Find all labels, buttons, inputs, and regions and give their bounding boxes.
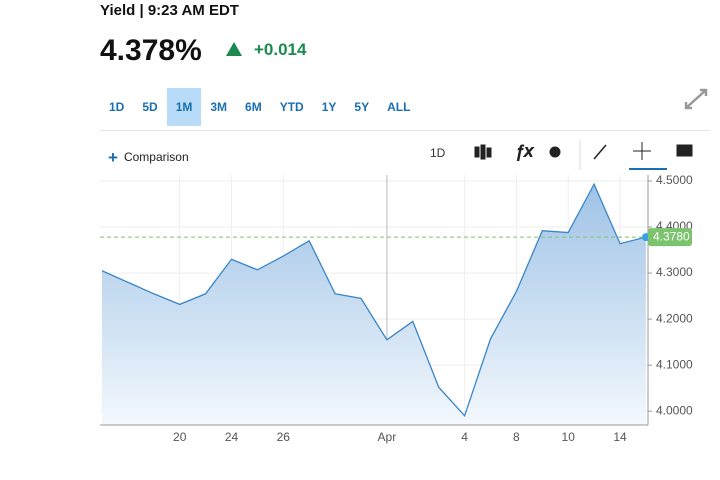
range-button[interactable]: YTD (279, 100, 304, 114)
title: Yield | 9:23 AM EDT (100, 2, 239, 19)
x-tick-label: 20 (173, 430, 187, 444)
y-tick-label: 4.1000 (656, 357, 693, 371)
x-tick-label: 4 (461, 430, 468, 444)
area (102, 184, 646, 425)
y-tick-label: 4.0000 (656, 403, 693, 417)
range-button[interactable]: 1M (166, 88, 202, 126)
interval-button[interactable]: 1D (430, 146, 446, 160)
comment-icon[interactable] (676, 144, 693, 157)
x-tick-label: 14 (613, 430, 627, 444)
comparison-text: Comparison (123, 150, 189, 164)
line (101, 182, 647, 418)
change-text: +0.014 (254, 40, 307, 59)
change: +0.014 (228, 40, 306, 60)
y-tick-label: 4.2000 (656, 311, 693, 325)
range-button[interactable]: 5D (142, 100, 158, 114)
range-button[interactable]: 3M (210, 100, 228, 114)
separator (100, 130, 710, 131)
settings-icon[interactable] (549, 146, 561, 158)
expand-icon[interactable] (684, 88, 708, 110)
range-button[interactable]: 5Y (354, 100, 370, 114)
range-button[interactable]: ALL (387, 100, 411, 114)
draw-icon[interactable] (593, 144, 607, 160)
fx-icon[interactable]: ƒx (515, 141, 534, 161)
up-arrow (226, 42, 242, 56)
range-button[interactable]: 1D (109, 100, 125, 114)
comparison-button[interactable]: + Comparison (108, 148, 189, 167)
candle-icon[interactable] (474, 146, 480, 158)
current-tag (648, 228, 692, 247)
range-button[interactable]: 6M (245, 100, 262, 114)
x-tick-label: 26 (277, 430, 291, 444)
x-tick-label: 10 (562, 430, 576, 444)
range-bar: 1D 5D 1M 3M 6M YTD 1Y 5Y ALL (100, 88, 419, 126)
range-button[interactable]: 1Y (321, 100, 337, 114)
x-tick-label: Apr (378, 430, 397, 444)
toolbar-icons: ƒx (474, 88, 708, 170)
candle-icon-part (486, 147, 492, 158)
x-tick-label: 24 (225, 430, 239, 444)
active-indicator (629, 168, 667, 170)
candle-icon-part (480, 144, 486, 160)
current-point (641, 233, 650, 242)
price: 4.378% (100, 34, 202, 67)
current-label: 4.3780 (653, 229, 690, 243)
x-tick-label: 8 (513, 430, 520, 444)
y-tick-label: 4.5000 (656, 173, 693, 187)
y-tick-label: 4.3000 (656, 265, 693, 279)
